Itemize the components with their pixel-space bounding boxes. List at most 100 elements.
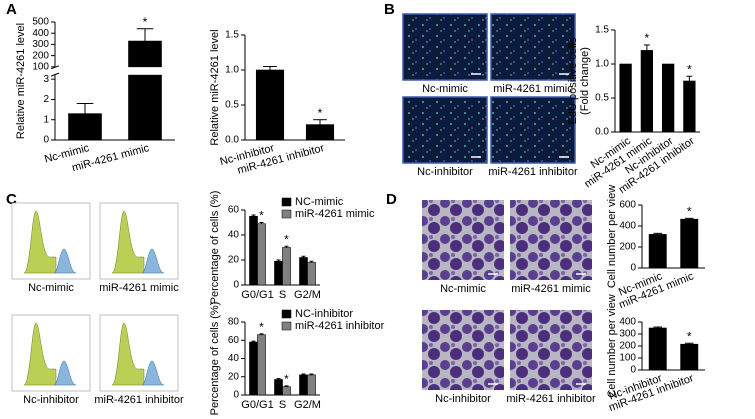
image-caption: Nc-mimic [440, 283, 486, 295]
y-tick-label: 500 [32, 17, 49, 28]
bar [257, 223, 266, 286]
significance: * [687, 205, 692, 219]
histogram-fill [111, 210, 145, 274]
micrograph [490, 13, 576, 81]
y-tick-label: 0 [233, 390, 239, 401]
y-tick-label: 0 [630, 263, 636, 274]
legend-label: miR-4261 inhibitor [295, 320, 385, 332]
y-tick-label: 200 [619, 242, 636, 253]
image-caption: miR-4261 mimic [493, 83, 573, 95]
y-tick-label: 2 [43, 94, 49, 105]
image-caption: Nc-inhibitor [435, 393, 491, 405]
histogram-peak [53, 360, 77, 386]
y-tick-label: 1.5 [595, 25, 609, 36]
y-tick-label: 60 [228, 205, 240, 216]
legend-label: NC-mimic [295, 196, 344, 208]
legend-swatch [281, 197, 292, 207]
y-tick-label: 0.5 [595, 93, 609, 104]
x-tick-label: G0/G1 [241, 399, 273, 411]
axis-break [50, 72, 60, 77]
y-tick-label: 40 [228, 230, 240, 241]
significance: * [284, 232, 289, 246]
y-tick-label: 20 [228, 371, 240, 382]
histogram-fill [23, 322, 57, 386]
legend-swatch [281, 309, 292, 319]
significance: * [143, 15, 148, 29]
y-axis-label: EdU positive cells [567, 37, 579, 124]
micrograph [510, 310, 592, 390]
bar [257, 334, 266, 396]
y-tick-label: 1.5 [225, 30, 239, 41]
histogram-fill [111, 322, 145, 386]
y-tick-label: 200 [32, 50, 49, 61]
bar [680, 343, 699, 371]
bar [299, 257, 308, 286]
legend-label: miR-4261 mimic [295, 208, 375, 220]
x-tick-label: G0/G1 [241, 289, 273, 301]
y-tick-label: 400 [619, 221, 636, 232]
bar [640, 50, 654, 133]
x-tick-label: S [279, 399, 286, 411]
bar [128, 40, 162, 68]
image-caption: Nc-mimic [422, 83, 468, 95]
x-tick-label: S [279, 289, 286, 301]
y-tick-label: 400 [619, 317, 636, 328]
y-axis-label: Cell number per view [606, 294, 618, 397]
image-caption: miR-4261 inhibitor [94, 394, 184, 406]
bar [619, 63, 632, 133]
histogram-peak [53, 248, 77, 274]
y-tick-label: 40 [228, 353, 240, 364]
panel-label: B [384, 1, 395, 18]
bar [282, 386, 291, 396]
y-tick-label: 20 [228, 255, 240, 266]
micrograph [422, 310, 504, 390]
y-tick-label: 400 [32, 28, 49, 39]
micrograph [510, 200, 592, 280]
y-axis-label: Relative miR-4261 level [209, 29, 221, 145]
y-tick-label: 1.0 [225, 65, 239, 76]
y-tick-label: 200 [619, 341, 636, 352]
bar [128, 74, 162, 141]
image-caption: Nc-mimic [28, 282, 74, 294]
y-tick-label: 0 [233, 280, 239, 291]
bar [648, 327, 667, 371]
legend-swatch [281, 209, 292, 219]
legend-label: NC-inhibitor [295, 308, 353, 320]
bar [274, 379, 283, 396]
bar [299, 374, 308, 396]
significance: * [687, 62, 692, 76]
y-axis-label: Cell number per view [606, 185, 618, 288]
x-tick-label: G2/M [294, 399, 321, 411]
x-tick-label: G2/M [294, 289, 321, 301]
panel-label: A [6, 1, 17, 18]
y-tick-label: 300 [32, 39, 49, 50]
y-tick-label: 0.5 [225, 100, 239, 111]
significance: * [259, 209, 264, 223]
y-tick-label: 100 [619, 353, 636, 364]
y-tick-label: 60 [228, 335, 240, 346]
bar [661, 63, 675, 133]
histogram-fill [23, 210, 57, 274]
image-caption: miR-4261 inhibitor [488, 166, 578, 178]
significance: * [259, 320, 264, 334]
bar [282, 247, 291, 286]
y-axis-label: Relative miR-4261 level [15, 23, 27, 139]
bar [305, 124, 335, 141]
y-tick-label: 0 [43, 135, 49, 146]
y-tick-label: 80 [228, 317, 240, 328]
micrograph [402, 13, 488, 81]
y-tick-label: 0 [630, 365, 636, 376]
y-axis-label: Percentage of cells (%) [209, 302, 221, 416]
histogram-peak [141, 248, 165, 274]
legend-swatch [281, 321, 292, 331]
bar [274, 260, 283, 286]
significance: * [645, 31, 650, 45]
bar [307, 374, 316, 396]
significance: * [687, 329, 692, 343]
y-tick-label: 3 [43, 74, 49, 85]
image-caption: miR-4261 inhibitor [506, 393, 596, 405]
bar [249, 215, 258, 286]
bar [683, 80, 696, 133]
micrograph [402, 96, 488, 164]
y-tick-label: 0.0 [595, 127, 609, 138]
